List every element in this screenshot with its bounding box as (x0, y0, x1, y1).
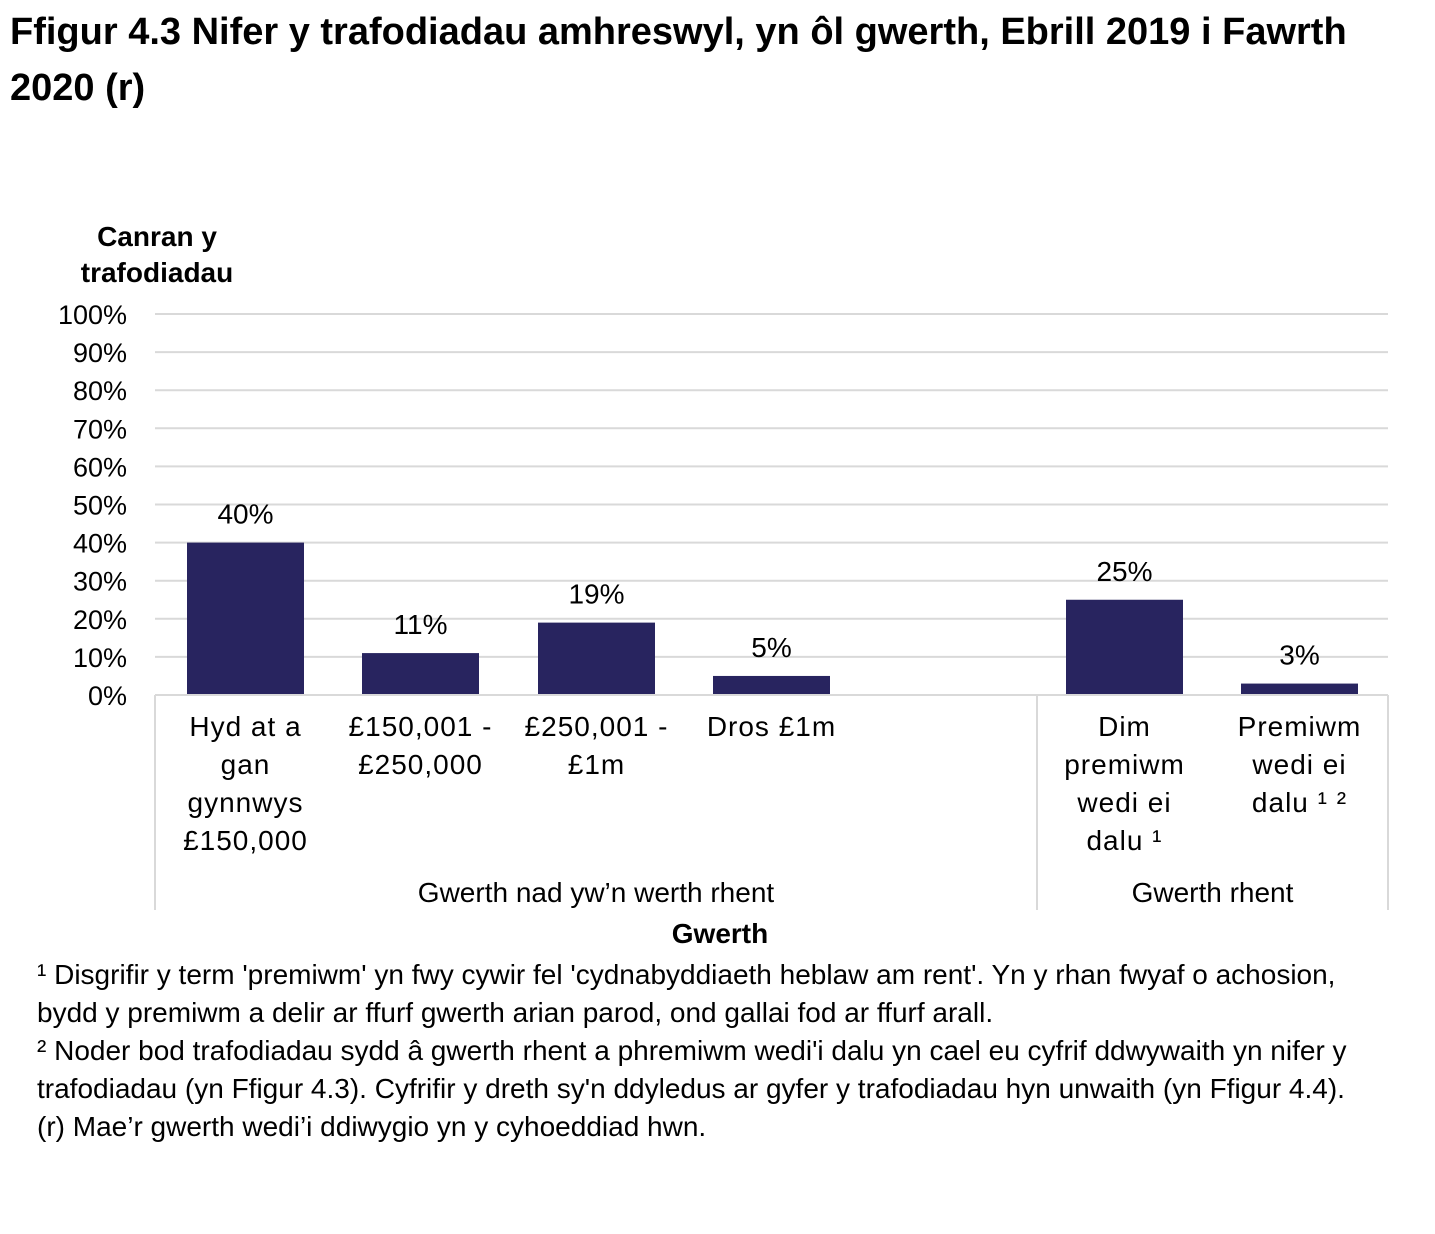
y-tick-label: 100% (58, 300, 127, 330)
category-label: Premiwm (1238, 711, 1362, 742)
category-label: Dim (1098, 711, 1151, 742)
category-label: £1m (568, 749, 625, 780)
bar (1066, 599, 1183, 695)
y-tick-label: 60% (73, 452, 127, 482)
category-label: dalu ¹ (1086, 825, 1162, 856)
bar (538, 622, 655, 695)
gridlines (155, 313, 1388, 658)
y-axis-title: Canran y (97, 221, 217, 252)
bar (187, 542, 304, 695)
y-axis-title: trafodiadau (81, 257, 233, 288)
category-label: £250,000 (358, 749, 483, 780)
bar (713, 675, 830, 695)
bar (362, 653, 479, 695)
axes (154, 694, 1389, 910)
footnote-1: ¹ Disgrifir y term 'premiwm' yn fwy cywi… (37, 959, 1336, 1028)
chart-text: 0% 10% 20% 30% 40% 50% 60% 70% 80% 90% 100% Canran … (58, 221, 1362, 949)
y-tick-label: 20% (73, 605, 127, 635)
data-label: 40% (217, 499, 273, 530)
category-label: Dros £1m (707, 711, 836, 742)
bars (187, 542, 1358, 695)
x-axis-title: Gwerth (672, 918, 768, 949)
category-label: wedi ei (1251, 749, 1346, 780)
y-tick-label: 80% (73, 376, 127, 406)
data-label: 25% (1096, 556, 1152, 587)
category-label: £150,001 - (349, 711, 493, 742)
data-label: 11% (394, 609, 448, 640)
group-label: Gwerth rhent (1132, 877, 1294, 908)
footnote-revised: (r) Mae’r gwerth wedi’i ddiwygio yn y cy… (37, 1111, 707, 1142)
chart-title: Ffigur 4.3 Nifer y trafodiadau amhreswyl… (10, 11, 1347, 109)
group-label: Gwerth nad yw’n werth rhent (418, 877, 775, 908)
category-label: Hyd at a (189, 711, 301, 742)
y-tick-label: 30% (73, 567, 127, 597)
category-label: gynnwys (188, 787, 304, 818)
bar-chart: 0% 10% 20% 30% 40% 50% 60% 70% 80% 90% 100% Canran … (58, 221, 1389, 949)
bar (1241, 683, 1358, 695)
y-tick-label: 70% (73, 414, 127, 444)
data-label: 19% (568, 579, 624, 610)
category-label: £250,001 - (525, 711, 669, 742)
category-label: £150,000 (183, 825, 308, 856)
data-label: 5% (751, 632, 791, 663)
category-label: dalu ¹ ² (1252, 787, 1347, 818)
y-tick-label: 50% (73, 491, 127, 521)
y-tick-label: 90% (73, 338, 127, 368)
category-label: gan (221, 749, 271, 780)
footnote-2: ² Noder bod trafodiadau sydd â gwerth rh… (37, 1035, 1347, 1104)
y-tick-label: 40% (73, 529, 127, 559)
y-tick-label: 0% (88, 681, 127, 711)
data-label: 3% (1279, 640, 1319, 671)
y-tick-label: 10% (73, 643, 127, 673)
category-label: wedi ei (1076, 787, 1171, 818)
footnotes: ¹ Disgrifir y term 'premiwm' yn fwy cywi… (37, 956, 1377, 1146)
category-label: premiwm (1064, 749, 1185, 780)
